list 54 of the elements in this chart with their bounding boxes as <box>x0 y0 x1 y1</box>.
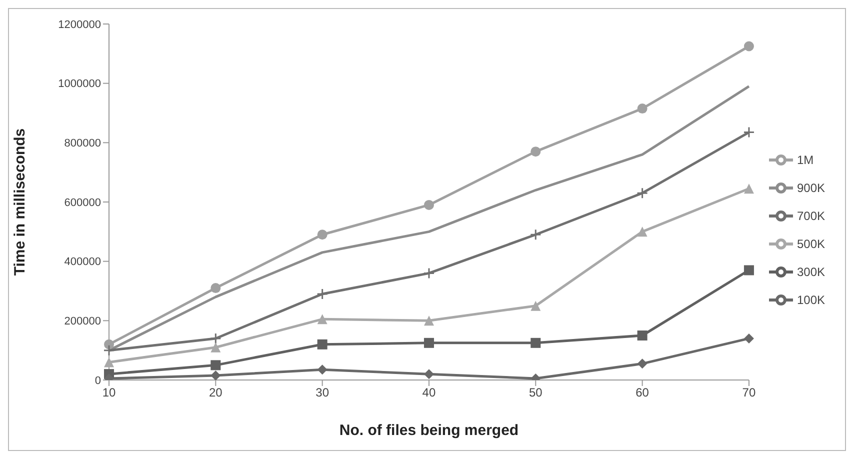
point <box>530 146 541 157</box>
point <box>210 360 221 370</box>
y-tick-label: 400000 <box>64 256 101 268</box>
point <box>317 230 328 240</box>
point <box>637 104 648 114</box>
point <box>317 314 328 324</box>
point <box>317 364 328 375</box>
point <box>210 370 221 380</box>
y-tick-label: 600000 <box>64 196 101 209</box>
point <box>744 41 754 52</box>
x-tick-label: 30 <box>316 386 330 400</box>
point <box>210 332 222 344</box>
point <box>210 342 221 352</box>
point <box>103 344 115 356</box>
y-tick-label: 200000 <box>64 316 101 328</box>
point <box>744 265 754 276</box>
y-tick-label: 0 <box>94 374 101 387</box>
x-tick-label: 10 <box>102 386 116 400</box>
legend-label: 700K <box>796 208 825 222</box>
point <box>424 369 434 380</box>
y-tick-label: 1200000 <box>58 18 101 31</box>
point <box>637 330 648 340</box>
point <box>744 184 754 194</box>
point <box>316 288 328 300</box>
point <box>104 357 114 368</box>
legend-label: 500K <box>796 236 825 250</box>
point <box>424 338 434 348</box>
point <box>424 316 434 326</box>
x-tick-label: 20 <box>208 386 223 400</box>
x-tick-label: 50 <box>528 386 543 400</box>
legend-label: 300K <box>796 264 825 278</box>
x-tick-label: 70 <box>742 386 756 400</box>
point <box>637 226 648 237</box>
point <box>530 338 541 348</box>
point <box>744 333 754 344</box>
legend-label: 1M <box>796 152 814 166</box>
legend-label: 900K <box>796 180 825 194</box>
point <box>530 228 542 240</box>
x-axis-title: No. of files being merged <box>339 422 519 439</box>
y-tick-label: 1000000 <box>58 78 101 90</box>
x-tick-label: 40 <box>422 386 436 400</box>
point <box>210 283 221 294</box>
point <box>317 339 328 350</box>
point <box>530 300 541 311</box>
point <box>637 358 648 369</box>
point <box>423 267 435 279</box>
legend-label: 100K <box>796 292 825 306</box>
y-axis-title: Time in milliseconds <box>11 128 28 276</box>
y-tick-label: 800000 <box>64 138 101 150</box>
point <box>636 187 648 199</box>
x-tick-label: 60 <box>636 386 650 400</box>
point <box>424 200 434 210</box>
point <box>104 339 114 350</box>
point <box>743 126 755 138</box>
